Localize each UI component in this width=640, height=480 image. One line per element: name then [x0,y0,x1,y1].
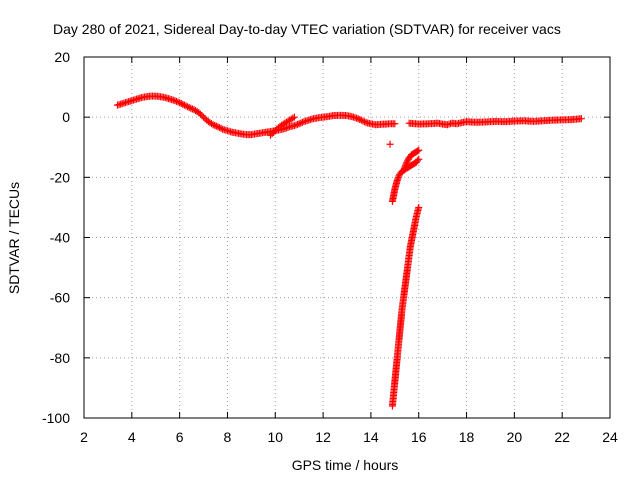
y-axis-label: SDTVAR / TECUs [6,182,22,294]
data-point-marker [414,157,422,165]
y-tick-label: -100 [42,410,70,426]
data-point-marker [201,115,209,123]
data-point-marker [180,101,188,109]
data-point-marker [354,115,362,123]
data-point-marker [353,114,361,122]
data-point-marker [298,118,306,126]
data-point-marker [179,100,187,108]
x-tick-label: 22 [554,429,570,445]
data-point-marker [414,147,422,155]
data-point-marker [289,114,297,122]
y-tick-label: 20 [54,49,70,65]
y-tick-label: -60 [50,290,70,306]
x-tick-label: 4 [128,429,136,445]
data-point-marker [391,120,399,128]
data-point-marker [188,105,196,113]
grid-lines [84,57,610,418]
y-tick-label: -40 [50,230,70,246]
data-point-marker [356,115,364,123]
chart-title: Day 280 of 2021, Sidereal Day-to-day VTE… [53,21,561,37]
x-tick-labels: 2 4 6 8 10 12 14 16 18 20 22 24 [80,429,618,445]
y-tick-label: -80 [50,350,70,366]
x-tick-label: 24 [602,429,618,445]
x-tick-label: 2 [80,429,88,445]
data-point-marker [290,122,298,130]
x-axis-label: GPS time / hours [292,457,399,473]
data-point-marker [182,102,190,110]
data-point-marker [171,97,179,105]
data-point-marker [386,140,394,148]
data-point-marker [215,124,223,132]
data-point-marker [357,116,365,124]
y-tick-label: -20 [50,169,70,185]
data-point-marker [174,98,182,106]
x-tick-label: 20 [507,429,523,445]
data-point-marker [273,125,281,133]
data-point-marker [209,121,217,129]
data-point-marker [200,113,208,121]
data-point-marker [415,203,423,211]
data-point-marker [268,130,276,138]
data-point-marker [292,121,300,129]
data-point-marker [187,104,195,112]
x-tick-label: 18 [459,429,475,445]
data-point-marker [359,117,367,125]
data-point-marker [212,122,220,130]
data-point-marker [176,99,184,107]
data-point-marker [270,128,278,136]
x-tick-label: 12 [315,429,331,445]
axis-ticks [83,56,611,419]
data-point-marker [211,121,219,129]
x-tick-label: 6 [176,429,184,445]
data-point-marker [415,146,423,154]
data-point-marker [404,157,412,165]
data-point-marker [195,109,203,117]
data-point-marker [217,124,225,132]
data-point-marker [266,131,274,139]
data-point-marker [198,112,206,120]
y-tick-labels: -100 -80 -60 -40 -20 0 20 [42,49,70,426]
data-point-marker [185,104,193,112]
plot-frame [83,56,611,419]
data-point-marker [415,155,423,163]
x-tick-label: 16 [411,429,427,445]
data-point-marker [284,123,292,131]
data-point-marker [184,103,192,111]
y-tick-label: 0 [62,109,70,125]
data-point-marker [290,113,298,121]
x-tick-label: 10 [267,429,283,445]
data-point-marker [208,120,216,128]
data-point-marker [295,120,303,128]
data-point-marker [297,119,305,127]
data-point-marker [214,123,222,131]
data-point-marker [361,118,369,126]
data-points [113,92,585,410]
x-tick-label: 14 [363,429,379,445]
x-tick-label: 8 [224,429,232,445]
data-point-marker [177,100,185,108]
data-point-marker [403,158,411,166]
data-point-marker [294,120,302,128]
data-point-marker [196,110,204,118]
data-point-marker [271,127,279,135]
data-point-marker [577,115,585,123]
data-point-marker [172,97,180,105]
